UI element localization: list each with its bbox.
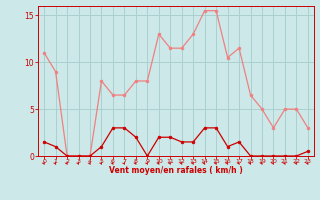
X-axis label: Vent moyen/en rafales ( km/h ): Vent moyen/en rafales ( km/h ) (109, 166, 243, 175)
